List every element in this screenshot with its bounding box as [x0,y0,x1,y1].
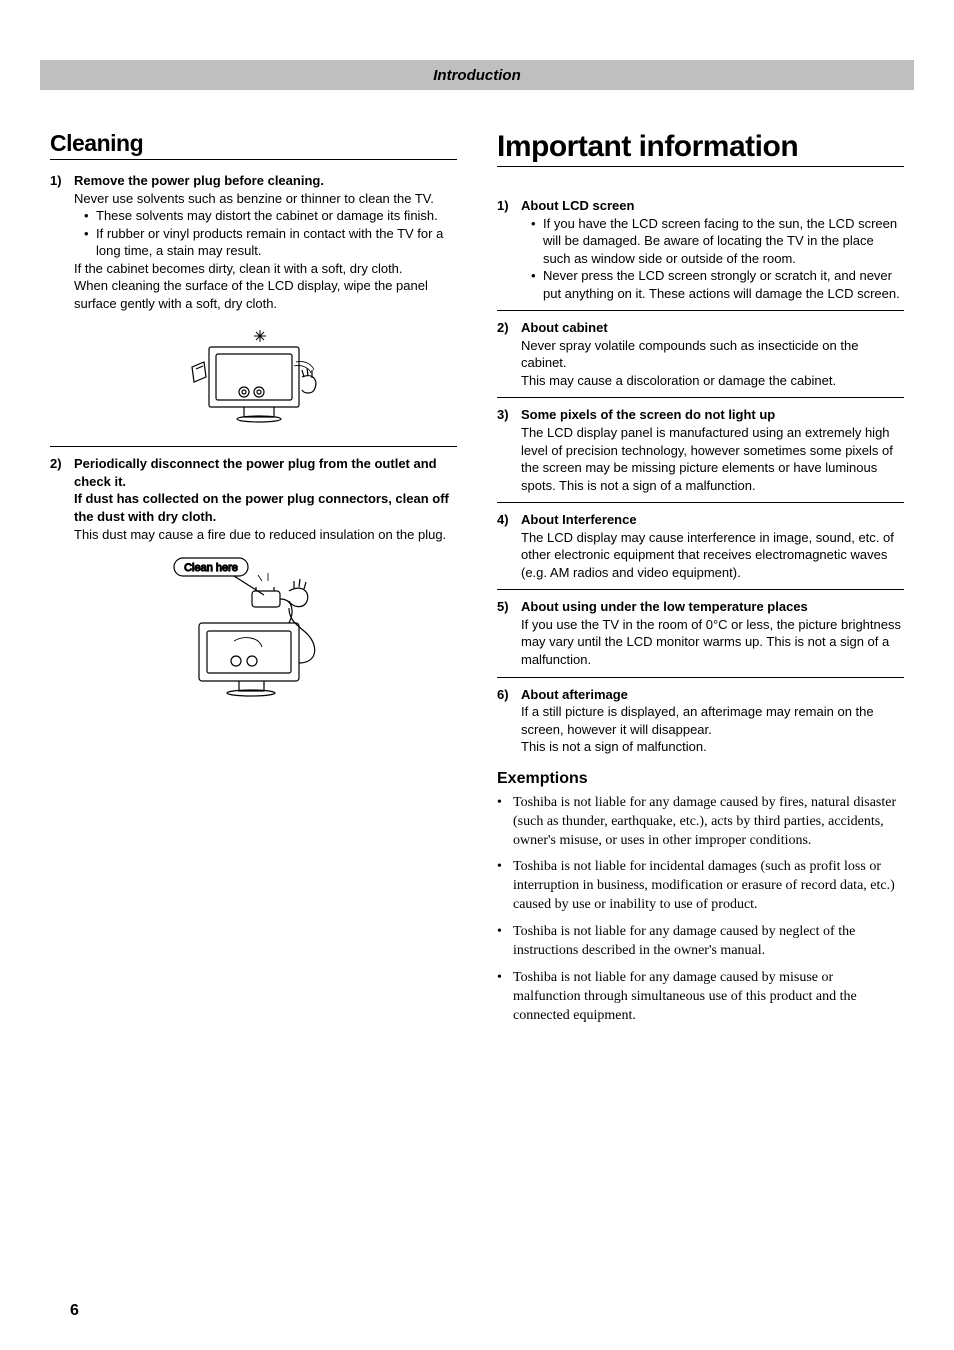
info-item-6: 6) About afterimage If a still picture i… [497,686,904,756]
divider [497,502,904,503]
exemption-bullet: • Toshiba is not liable for incidental d… [497,858,904,915]
item-text: The LCD display panel is manufactured us… [521,424,904,494]
divider [497,589,904,590]
item-text: This is not a sign of malfunction. [521,738,904,756]
bullet-dot: • [497,923,513,961]
item-content: About LCD screen • If you have the LCD s… [521,197,904,302]
bullet-dot: • [531,215,543,268]
item-title: About using under the low temperature pl… [521,598,904,616]
item-content: Remove the power plug before cleaning. N… [74,172,457,312]
bullet-text: Toshiba is not liable for any damage cau… [513,969,904,1026]
cleaning-heading: Cleaning [50,130,457,157]
bullet-text: Never press the LCD screen strongly or s… [543,267,904,302]
bullet-text: Toshiba is not liable for any damage cau… [513,923,904,961]
item-content: About using under the low temperature pl… [521,598,904,668]
bullet-text: If you have the LCD screen facing to the… [543,215,904,268]
sub-bullet: • If rubber or vinyl products remain in … [74,225,457,260]
section-header: Introduction [40,60,914,90]
tv-wipe-illustration [50,322,457,432]
divider [497,166,904,167]
cleaning-item-2: 2) Periodically disconnect the power plu… [50,455,457,543]
sub-bullet: • Never press the LCD screen strongly or… [521,267,904,302]
info-item-1: 1) About LCD screen • If you have the LC… [497,197,904,302]
item-number: 1) [50,172,74,312]
bullet-text: Toshiba is not liable for incidental dam… [513,858,904,915]
divider [50,159,457,160]
bullet-dot: • [497,858,513,915]
important-info-heading: Important information [497,130,904,164]
item-title: About cabinet [521,319,904,337]
page-number: 6 [70,1302,79,1320]
item-text: When cleaning the surface of the LCD dis… [74,277,457,312]
item-content: Some pixels of the screen do not light u… [521,406,904,494]
bullet-dot: • [497,969,513,1026]
bullet-dot: • [497,794,513,851]
exemption-bullet: • Toshiba is not liable for any damage c… [497,969,904,1026]
item-number: 2) [50,455,74,543]
item-title: Periodically disconnect the power plug f… [74,455,457,490]
item-text: This dust may cause a fire due to reduce… [74,526,457,544]
divider [497,397,904,398]
item-text: If a still picture is displayed, an afte… [521,703,904,738]
item-text: This may cause a discoloration or damage… [521,372,904,390]
item-number: 1) [497,197,521,302]
plug-clean-illustration: Clean here [50,553,457,703]
divider [50,446,457,447]
item-content: About Interference The LCD display may c… [521,511,904,581]
item-number: 3) [497,406,521,494]
item-text: The LCD display may cause interference i… [521,529,904,582]
item-content: About afterimage If a still picture is d… [521,686,904,756]
item-number: 5) [497,598,521,668]
bullet-text: If rubber or vinyl products remain in co… [96,225,457,260]
content-columns: Cleaning 1) Remove the power plug before… [50,130,904,1034]
exemptions-heading: Exemptions [497,770,904,788]
item-title: About afterimage [521,686,904,704]
section-header-title: Introduction [433,67,520,84]
bullet-dot: • [84,225,96,260]
info-item-2: 2) About cabinet Never spray volatile co… [497,319,904,389]
item-number: 4) [497,511,521,581]
callout-label: Clean here [184,562,238,574]
item-title: About Interference [521,511,904,529]
item-title: About LCD screen [521,197,904,215]
exemption-bullet: • Toshiba is not liable for any damage c… [497,923,904,961]
divider [497,310,904,311]
item-content: About cabinet Never spray volatile compo… [521,319,904,389]
item-text: If the cabinet becomes dirty, clean it w… [74,260,457,278]
bullet-text: Toshiba is not liable for any damage cau… [513,794,904,851]
bullet-text: These solvents may distort the cabinet o… [96,207,438,225]
right-column: Important information 1) About LCD scree… [497,130,904,1034]
exemption-bullet: • Toshiba is not liable for any damage c… [497,794,904,851]
bullet-dot: • [531,267,543,302]
info-item-3: 3) Some pixels of the screen do not ligh… [497,406,904,494]
sub-bullet: • These solvents may distort the cabinet… [74,207,457,225]
divider [497,677,904,678]
item-text: Never spray volatile compounds such as i… [521,337,904,372]
bullet-dot: • [84,207,96,225]
item-number: 2) [497,319,521,389]
item-title: Some pixels of the screen do not light u… [521,406,904,424]
item-number: 6) [497,686,521,756]
cleaning-item-1: 1) Remove the power plug before cleaning… [50,172,457,312]
left-column: Cleaning 1) Remove the power plug before… [50,130,457,1034]
item-title: Remove the power plug before cleaning. [74,172,457,190]
item-text: Never use solvents such as benzine or th… [74,190,457,208]
info-item-5: 5) About using under the low temperature… [497,598,904,668]
item-text: If you use the TV in the room of 0°C or … [521,616,904,669]
sub-bullet: • If you have the LCD screen facing to t… [521,215,904,268]
item-content: Periodically disconnect the power plug f… [74,455,457,543]
info-item-4: 4) About Interference The LCD display ma… [497,511,904,581]
item-title: If dust has collected on the power plug … [74,490,457,525]
